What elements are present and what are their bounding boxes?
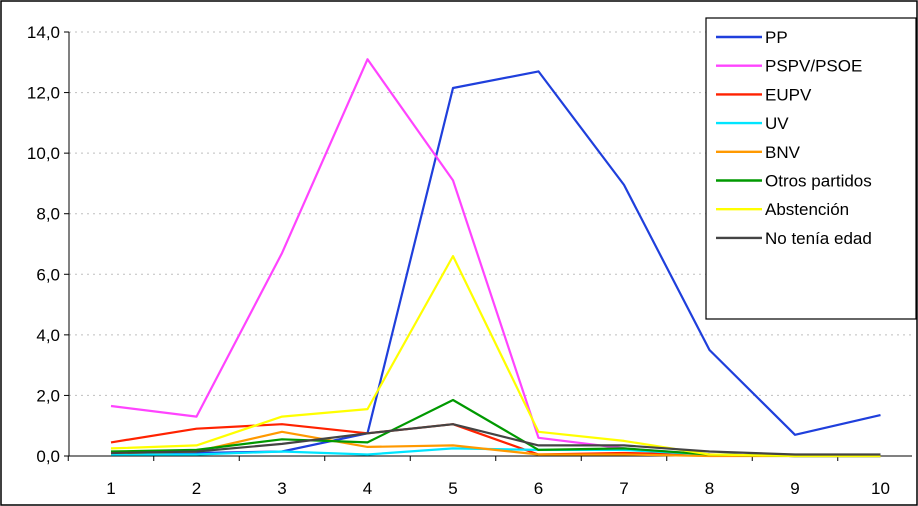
y-tick-label: 10,0	[27, 144, 60, 163]
x-tick-label: 7	[619, 479, 628, 498]
legend-label: PP	[765, 28, 788, 47]
y-tick-label: 8,0	[36, 205, 60, 224]
legend-box	[705, 17, 917, 320]
x-tick-label: 5	[448, 479, 457, 498]
legend-label: Abstención	[765, 200, 849, 219]
x-tick-label: 2	[192, 479, 201, 498]
legend-label: PSPV/PSOE	[765, 57, 862, 76]
legend-label: EUPV	[765, 85, 812, 104]
series-line-abstenci-n	[110, 255, 881, 458]
y-tick-label: 4,0	[36, 326, 60, 345]
x-tick-label: 1	[106, 479, 115, 498]
series-lines	[110, 58, 881, 458]
x-tick-label: 3	[277, 479, 286, 498]
legend: PP PSPV/PSOE EUPV UV BNV Otros partidos Absten…	[705, 17, 917, 320]
legend-label: BNV	[765, 143, 801, 162]
series-line-no-ten-a-edad	[110, 423, 881, 456]
legend-label: UV	[765, 114, 789, 133]
y-tick-label: 0,0	[36, 447, 60, 466]
x-tick-label: 10	[871, 479, 890, 498]
y-tick-label: 12,0	[27, 84, 60, 103]
y-tick-label: 6,0	[36, 265, 60, 284]
x-tick-label: 6	[534, 479, 543, 498]
y-axis-tick-labels: 0,0 2,0 4,0 6,0 8,0 10,0 12,0 14,0	[27, 23, 60, 466]
x-tick-label: 9	[790, 479, 799, 498]
y-tick-label: 2,0	[36, 386, 60, 405]
legend-label: Otros partidos	[765, 172, 872, 191]
legend-label: No tenía edad	[765, 229, 872, 248]
x-axis-tick-labels: 1 2 3 4 5 6 7 8 9 10	[106, 479, 890, 498]
x-tick-label: 8	[705, 479, 714, 498]
x-tick-label: 4	[363, 479, 372, 498]
y-tick-label: 14,0	[27, 23, 60, 42]
